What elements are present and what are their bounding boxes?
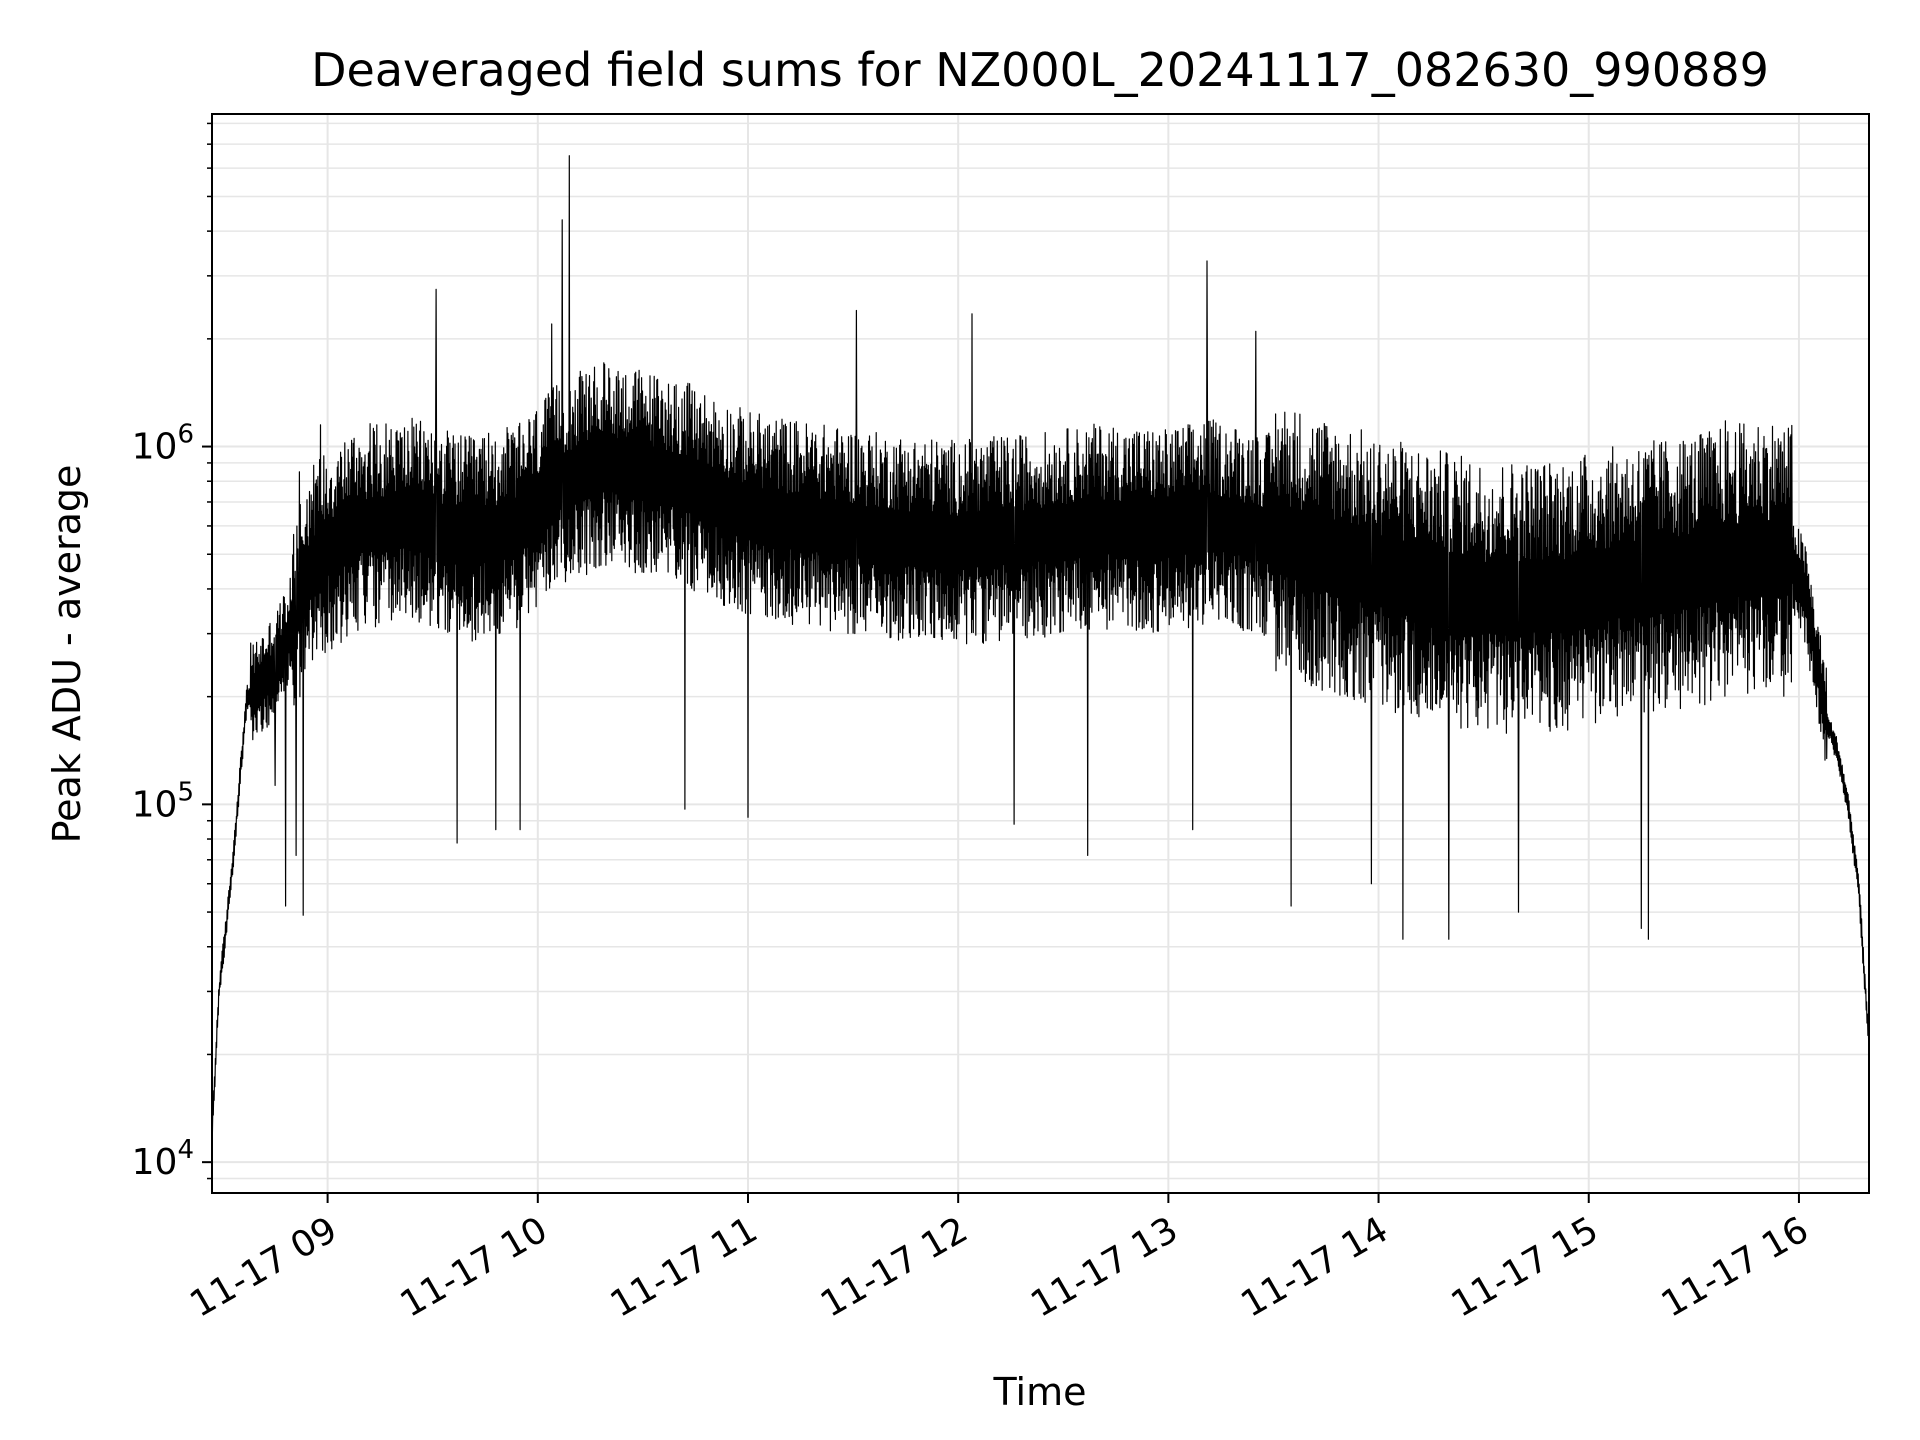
plot-frame [211, 113, 1870, 1194]
y-tick-label: 104 [132, 1135, 194, 1183]
series-line [211, 155, 1870, 1134]
y-tick-label: 105 [132, 777, 194, 825]
y-axis: 104 105 106 [132, 122, 212, 1183]
y-tick-label: 106 [132, 420, 194, 468]
data-line [211, 155, 1870, 1134]
chart-title: Deaveraged field sums for NZ000L_2024111… [311, 43, 1769, 97]
y-axis-label: Peak ADU - average [45, 465, 89, 844]
x-axis-label: Time [993, 1370, 1087, 1414]
